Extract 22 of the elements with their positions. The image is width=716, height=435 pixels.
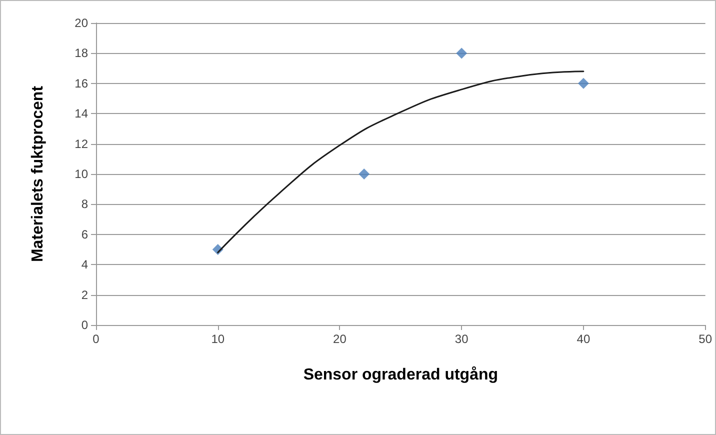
y-tick-label: 14	[74, 106, 88, 121]
point	[578, 78, 589, 89]
y-tick-label: 2	[81, 288, 88, 302]
x-tick-label: 30	[454, 332, 469, 346]
x-tick-label: 40	[576, 332, 590, 346]
y-tick-label: 0	[81, 318, 88, 332]
y-tick-label: 6	[81, 227, 88, 242]
y-tick-label: 8	[81, 197, 88, 212]
y-tick-label: 12	[74, 136, 88, 151]
y-tick-label: 16	[74, 76, 88, 90]
y-tick-label: 4	[81, 258, 88, 272]
point	[456, 48, 468, 59]
point	[358, 168, 370, 180]
y-tick-label: 20	[74, 16, 88, 30]
x-tick-label: 50	[698, 332, 712, 346]
x-tick-label: 10	[211, 332, 225, 346]
x-tick-label: 0	[92, 332, 100, 346]
y-axis-title: Materialets fuktprocent	[30, 85, 46, 262]
x-tick-label: 20	[333, 332, 347, 346]
y-tick-label: 18	[74, 46, 88, 60]
x-axis-title: Sensor ograderad utgång	[303, 366, 498, 384]
y-tick-label: 10	[74, 167, 88, 181]
